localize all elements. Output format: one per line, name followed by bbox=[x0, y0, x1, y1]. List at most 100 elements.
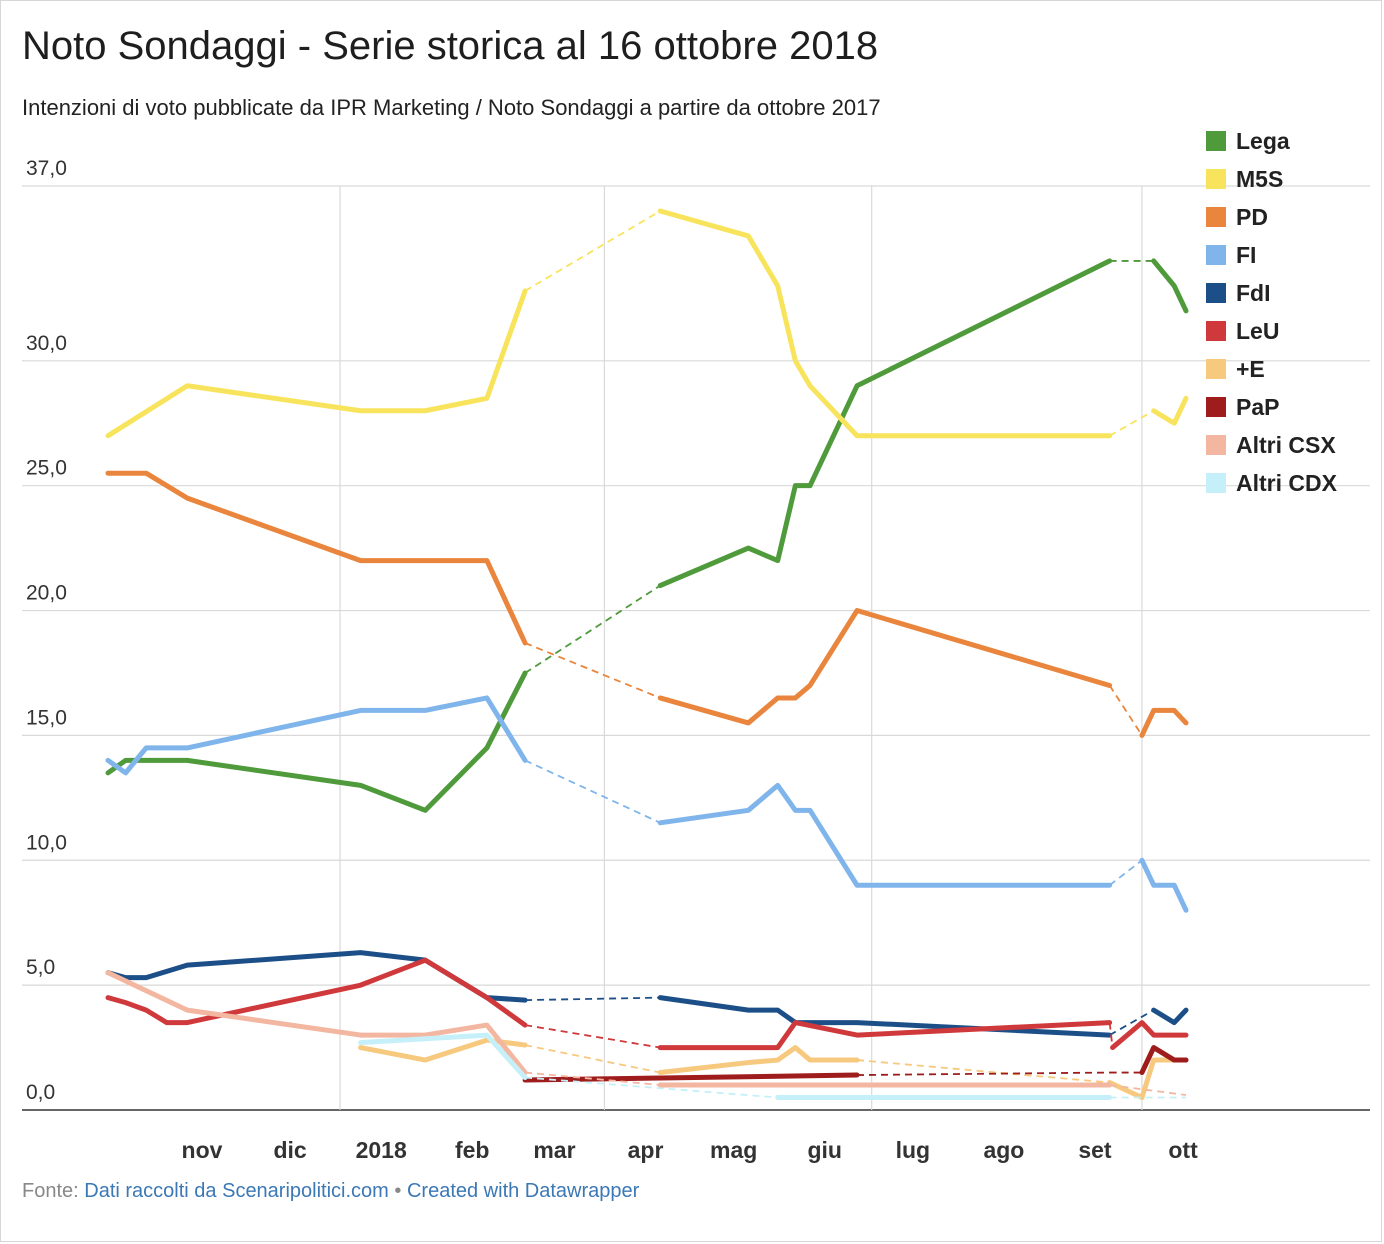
legend-swatch bbox=[1206, 207, 1226, 227]
series-line bbox=[657, 1020, 1113, 1051]
series-gap-line bbox=[525, 996, 661, 1002]
series-layer bbox=[105, 208, 1189, 1101]
y-tick-label: 0,0 bbox=[26, 1081, 55, 1104]
series-line bbox=[657, 608, 1113, 726]
x-tick-label: feb bbox=[455, 1137, 490, 1163]
legend-swatch bbox=[1206, 283, 1226, 303]
legend-swatch bbox=[1206, 321, 1226, 341]
legend-label: Lega bbox=[1236, 128, 1290, 154]
x-tick-label: mag bbox=[710, 1137, 757, 1163]
y-tick-label: 30,0 bbox=[26, 332, 67, 355]
legend-swatch bbox=[1206, 359, 1226, 379]
series-line bbox=[1151, 258, 1189, 314]
legend-label: M5S bbox=[1236, 166, 1283, 192]
chart-subtitle: Intenzioni di voto pubblicate da IPR Mar… bbox=[22, 95, 881, 120]
x-tick-label: apr bbox=[628, 1137, 664, 1163]
series-line bbox=[522, 1072, 860, 1083]
datawrapper-link[interactable]: Created with Datawrapper bbox=[406, 1180, 640, 1202]
footer-separator: • bbox=[394, 1180, 402, 1202]
series-gap-line bbox=[856, 1059, 1110, 1084]
x-tick-label: ago bbox=[983, 1137, 1024, 1163]
series-gap-line bbox=[1108, 1022, 1114, 1048]
series-line bbox=[105, 695, 528, 776]
series-line bbox=[1151, 1007, 1189, 1026]
series-gap-line bbox=[524, 584, 661, 674]
series-line bbox=[1139, 857, 1189, 913]
legend-label: PD bbox=[1236, 204, 1268, 230]
y-tick-label: 10,0 bbox=[26, 831, 67, 854]
source-label: Fonte: bbox=[22, 1180, 79, 1202]
y-tick-label: 15,0 bbox=[26, 706, 67, 729]
x-tick-label: lug bbox=[896, 1137, 931, 1163]
legend-swatch bbox=[1206, 245, 1226, 265]
series-gap-line bbox=[524, 642, 661, 699]
series-line bbox=[1139, 707, 1189, 738]
series-gap-line bbox=[524, 759, 661, 824]
series-line bbox=[657, 995, 1113, 1038]
series-gap-line bbox=[524, 210, 661, 292]
series-gap-line bbox=[525, 1071, 661, 1086]
series-line bbox=[657, 208, 1113, 439]
chart-footer: Fonte: Dati raccolti da Scenaripolitici.… bbox=[22, 1180, 639, 1203]
legend-swatch bbox=[1206, 169, 1226, 189]
series-line bbox=[105, 957, 528, 1028]
x-tick-label: 2018 bbox=[356, 1137, 407, 1163]
x-tick-label: dic bbox=[273, 1137, 306, 1163]
series-line bbox=[105, 288, 528, 439]
legend-label: FdI bbox=[1236, 280, 1271, 306]
x-tick-label: set bbox=[1078, 1137, 1112, 1163]
series-line bbox=[657, 258, 1113, 589]
series-line bbox=[105, 470, 528, 646]
legend-label: Altri CSX bbox=[1236, 432, 1336, 458]
series-gap-line bbox=[1109, 1084, 1187, 1096]
legend-label: FI bbox=[1236, 242, 1256, 268]
series-line bbox=[358, 1032, 528, 1081]
series-gap-line bbox=[524, 1024, 661, 1049]
y-tick-label: 5,0 bbox=[26, 956, 55, 979]
series-line bbox=[105, 970, 528, 1076]
series-line bbox=[105, 670, 528, 813]
axis-layer: 0,0 5,0 10,0 15,0 20,0 25,0 30,0 37,0 nov dic 2018… bbox=[26, 157, 1198, 1163]
legend-label: PaP bbox=[1236, 394, 1279, 420]
series-pap bbox=[522, 1045, 1189, 1083]
legend: Lega M5S PD FI FdI LeU +E PaP Altri CSX Altri CDX bbox=[1206, 128, 1338, 496]
x-tick-label: giu bbox=[807, 1137, 842, 1163]
y-tick-label: 20,0 bbox=[26, 582, 67, 605]
x-tick-label: nov bbox=[182, 1137, 223, 1163]
legend-swatch bbox=[1206, 473, 1226, 493]
series-line bbox=[1151, 395, 1189, 426]
series-gap-line bbox=[1109, 859, 1143, 886]
series-gap-line bbox=[857, 1071, 1110, 1076]
y-tick-label: 37,0 bbox=[26, 157, 67, 180]
y-tick-label: 25,0 bbox=[26, 457, 67, 480]
series-leu bbox=[105, 957, 1189, 1051]
legend-label: LeU bbox=[1236, 318, 1279, 344]
series-gap-line bbox=[1109, 1009, 1155, 1036]
x-tick-label: ott bbox=[1168, 1137, 1198, 1163]
series-line bbox=[657, 782, 1113, 888]
legend-label: Altri CDX bbox=[1236, 470, 1338, 496]
series-gap-line bbox=[1109, 409, 1155, 437]
legend-swatch bbox=[1206, 397, 1226, 417]
series-pd bbox=[105, 470, 1189, 738]
series-m5s bbox=[105, 208, 1189, 439]
series-altri-cdx bbox=[358, 1032, 1186, 1101]
series-gap-line bbox=[1108, 684, 1143, 736]
series--e bbox=[358, 1037, 1189, 1101]
series-lega bbox=[105, 258, 1189, 813]
x-tick-label: mar bbox=[533, 1137, 575, 1163]
legend-swatch bbox=[1206, 435, 1226, 455]
series-altri-csx bbox=[105, 970, 1187, 1096]
series-line bbox=[1139, 1045, 1189, 1076]
series-fi bbox=[105, 695, 1189, 913]
series-line bbox=[657, 1045, 860, 1076]
source-link[interactable]: Dati raccolti da Scenaripolitici.com bbox=[84, 1180, 389, 1202]
legend-swatch bbox=[1206, 131, 1226, 151]
series-gap-line bbox=[525, 1076, 778, 1099]
series-line bbox=[358, 1037, 528, 1063]
series-line bbox=[1110, 1020, 1189, 1051]
legend-label: +E bbox=[1236, 356, 1265, 382]
grid-layer bbox=[22, 185, 1370, 1111]
